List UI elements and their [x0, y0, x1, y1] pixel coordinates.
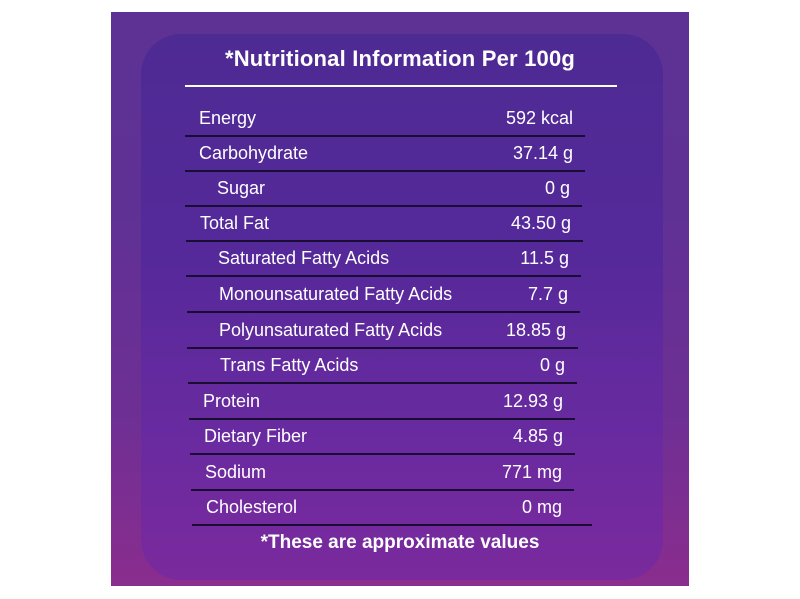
- nutrient-label: Dietary Fiber: [204, 426, 308, 446]
- nutrient-value: 0 g: [544, 178, 570, 198]
- nutrient-row-trans-fatty-acids: Trans Fatty Acids 0 g: [188, 349, 577, 384]
- nutrient-row-energy: Energy 592 kcal: [185, 102, 585, 137]
- nutrient-label: Sodium: [205, 462, 267, 482]
- nutrient-row-carbohydrate: Carbohydrate 37.14 g: [185, 137, 585, 172]
- nutrient-value: 12.93 g: [502, 391, 563, 411]
- nutrient-value: 771 mg: [501, 462, 562, 482]
- nutrient-label: Carbohydrate: [199, 143, 309, 163]
- nutrition-table: Energy 592 kcal Carbohydrate 37.14 g Sug…: [111, 12, 689, 586]
- title-divider: [185, 85, 617, 87]
- nutrient-row-sugar: Sugar 0 g: [185, 172, 582, 207]
- nutrient-label: Trans Fatty Acids: [220, 355, 359, 375]
- nutrient-label: Protein: [203, 391, 261, 411]
- nutrient-value: 4.85 g: [512, 426, 563, 446]
- nutrition-title: *Nutritional Information Per 100g: [224, 46, 576, 71]
- nutrient-value: 592 kcal: [505, 108, 573, 128]
- nutrient-value: 11.5 g: [520, 248, 569, 268]
- nutrient-value: 0 mg: [521, 497, 562, 517]
- nutrient-row-saturated-fatty-acids: Saturated Fatty Acids 11.5 g: [186, 242, 581, 277]
- nutrient-label: Sugar: [217, 178, 266, 198]
- nutrition-panel: *Nutritional Information Per 100g Energy…: [111, 12, 689, 586]
- nutrient-row-polyunsaturated-fatty-acids: Polyunsaturated Fatty Acids 18.85 g: [187, 314, 578, 349]
- nutrient-value: 37.14 g: [512, 143, 573, 163]
- nutrient-label: Energy: [199, 108, 257, 128]
- nutrient-row-cholesterol: Cholesterol 0 mg: [192, 491, 592, 526]
- nutrient-row-dietary-fiber: Dietary Fiber 4.85 g: [190, 420, 575, 455]
- nutrient-label: Monounsaturated Fatty Acids: [219, 284, 453, 304]
- nutrient-value: 7.7 g: [527, 284, 568, 304]
- nutrient-label: Cholesterol: [206, 497, 298, 517]
- nutrient-label: Polyunsaturated Fatty Acids: [219, 320, 443, 340]
- nutrient-label: Saturated Fatty Acids: [218, 248, 390, 268]
- nutrient-row-sodium: Sodium 771 mg: [191, 456, 574, 491]
- nutrient-row-total-fat: Total Fat 43.50 g: [186, 207, 583, 242]
- nutrient-value: 0 g: [539, 355, 565, 375]
- nutrient-value: 43.50 g: [510, 213, 571, 233]
- nutrient-value: 18.85 g: [505, 320, 566, 340]
- nutrient-label: Total Fat: [200, 213, 270, 233]
- approximate-values-note: *These are approximate values: [260, 532, 540, 553]
- nutrient-row-monounsaturated-fatty-acids: Monounsaturated Fatty Acids 7.7 g: [187, 278, 580, 313]
- nutrient-row-protein: Protein 12.93 g: [189, 385, 575, 420]
